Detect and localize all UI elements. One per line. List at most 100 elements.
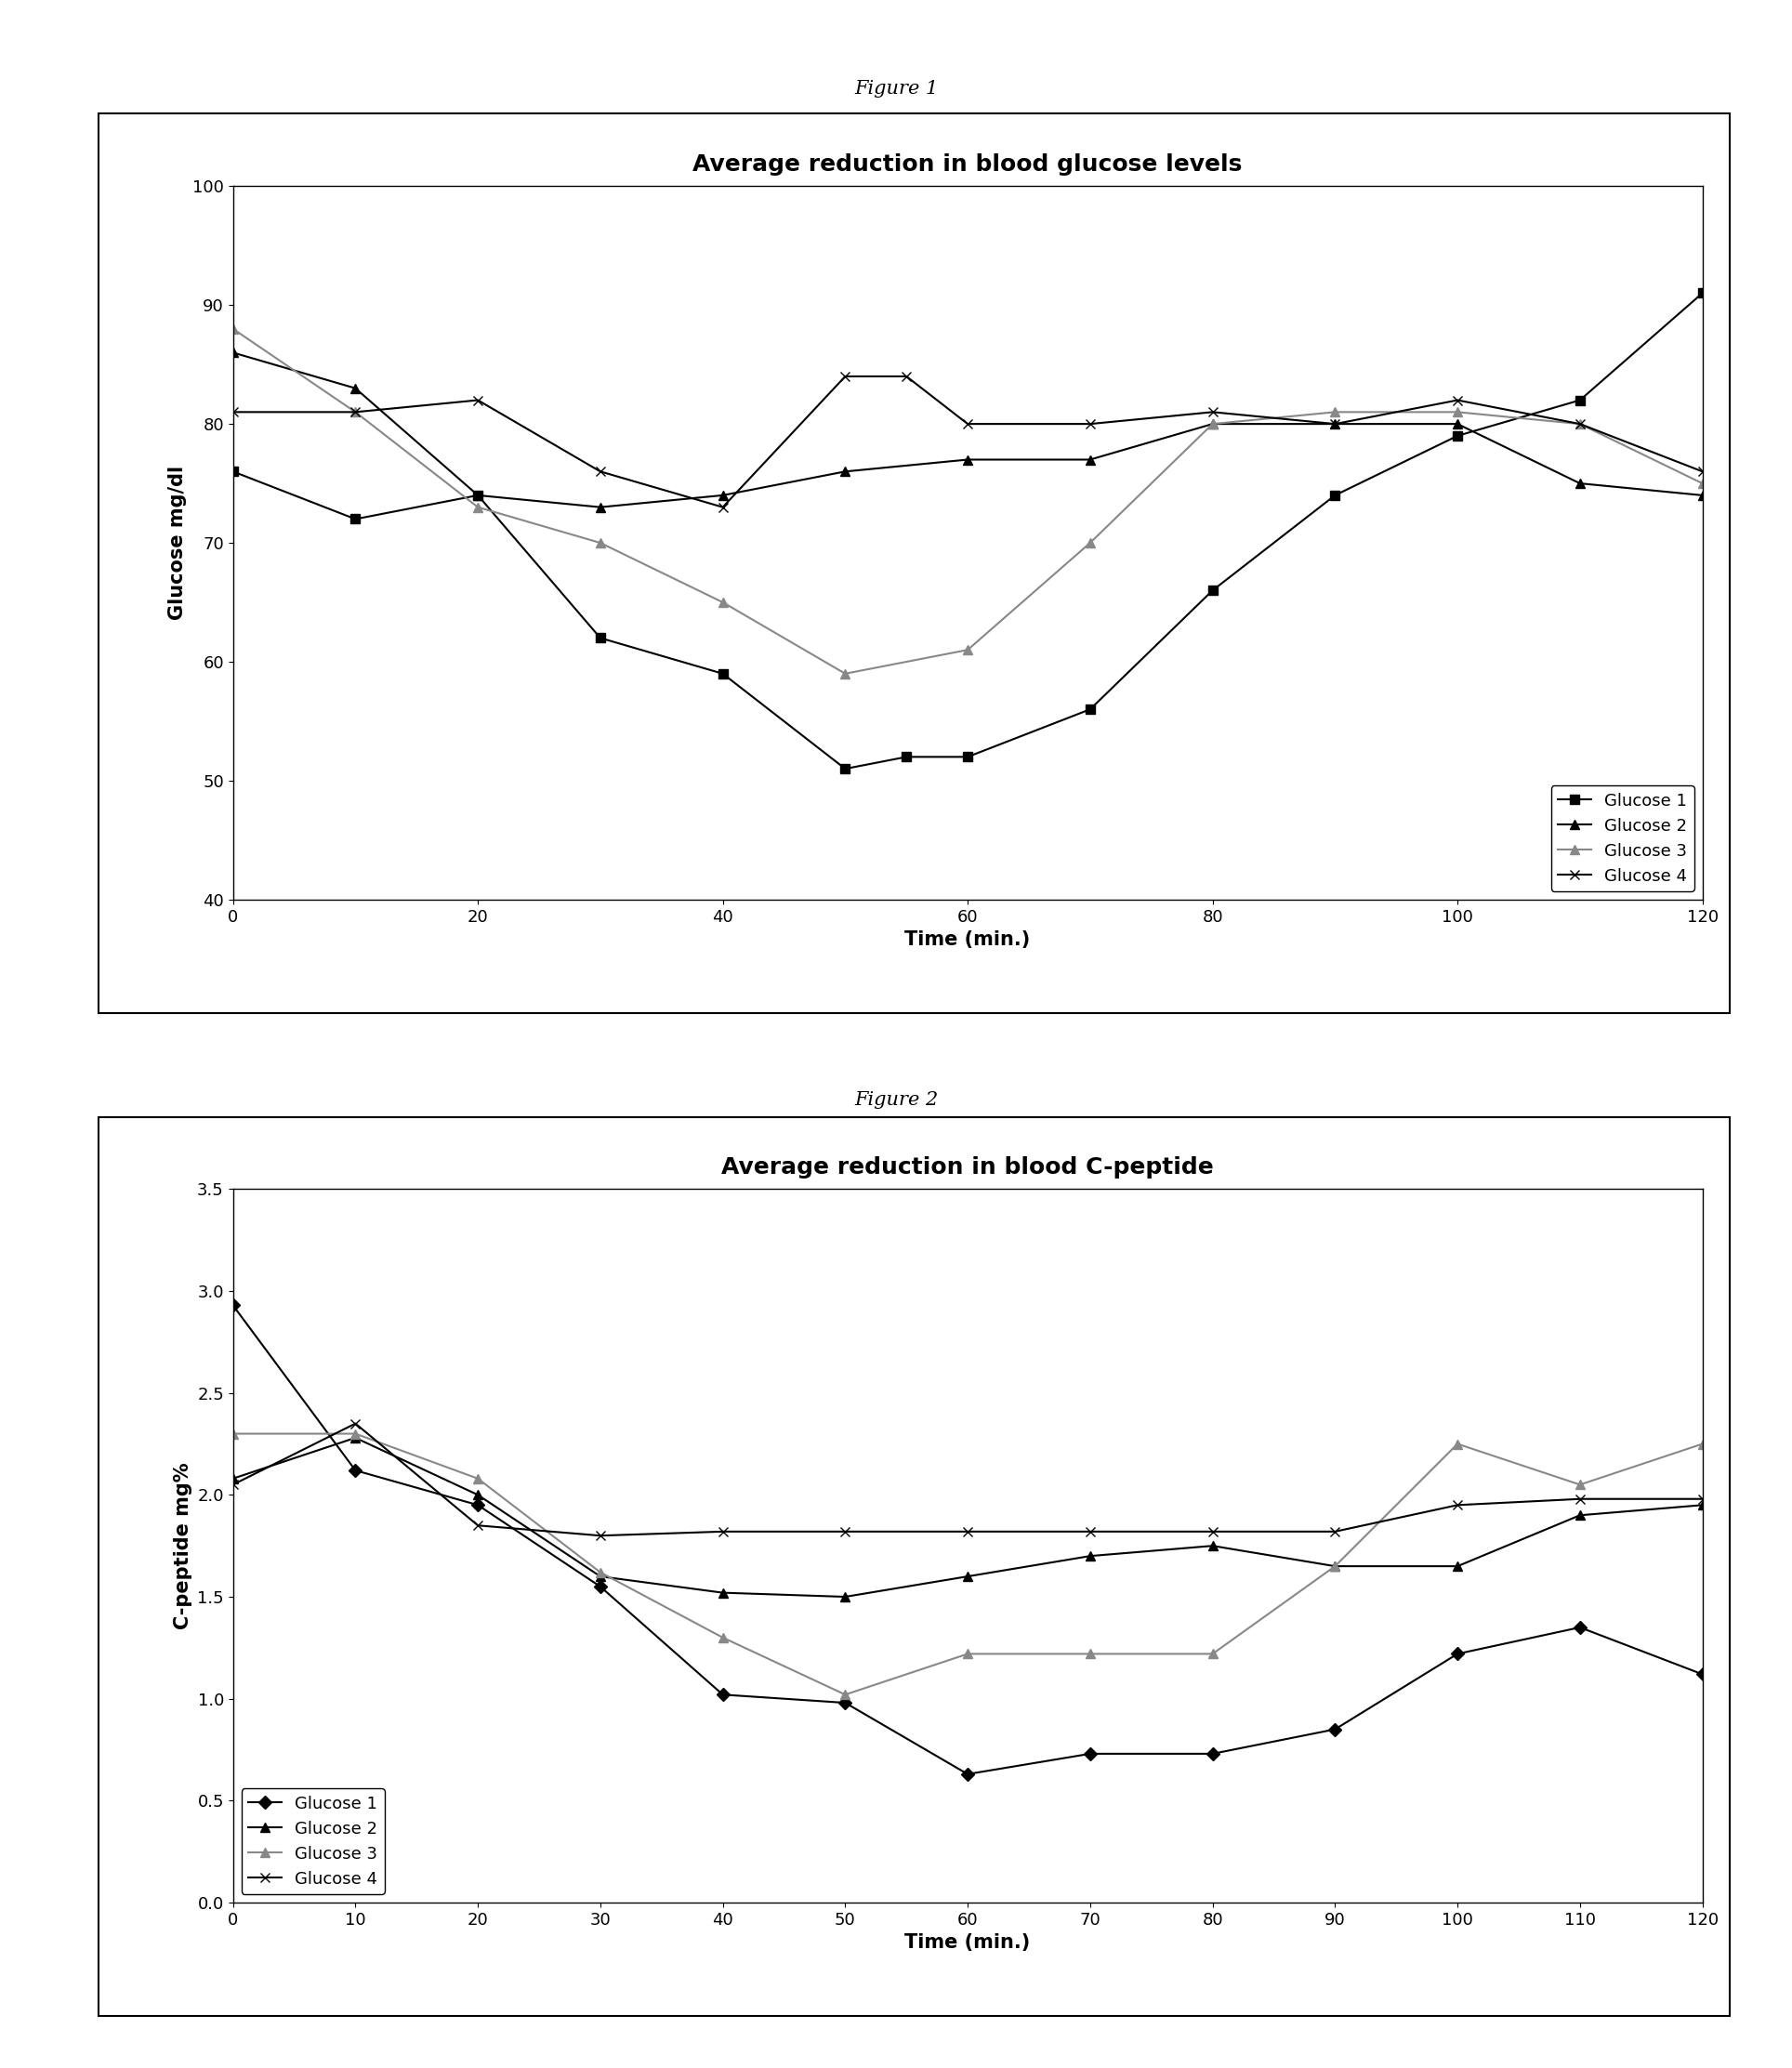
Glucose 3 xyxy=(222,1421,244,1446)
Glucose 2 xyxy=(1079,447,1100,472)
Glucose 3 xyxy=(1692,1431,1713,1456)
Text: Figure 2: Figure 2 xyxy=(855,1092,937,1108)
Glucose 4 xyxy=(344,399,366,424)
Glucose 1 xyxy=(590,627,611,651)
Glucose 3 xyxy=(711,1625,733,1650)
Glucose 4 xyxy=(1570,412,1591,436)
Glucose 1 xyxy=(344,507,366,531)
Glucose 3 xyxy=(468,1466,489,1491)
Glucose 1 xyxy=(590,1574,611,1599)
Glucose 1 xyxy=(344,1458,366,1483)
Glucose 2 xyxy=(957,1563,978,1588)
Line: Glucose 3: Glucose 3 xyxy=(228,325,1708,678)
Glucose 4 xyxy=(1324,1520,1346,1545)
Title: Average reduction in blood glucose levels: Average reduction in blood glucose level… xyxy=(694,153,1242,176)
Glucose 1 xyxy=(1692,1663,1713,1687)
Glucose 2 xyxy=(590,494,611,519)
Line: Glucose 4: Glucose 4 xyxy=(228,372,1708,511)
Glucose 1 xyxy=(1202,579,1224,604)
Y-axis label: C-peptide mg%: C-peptide mg% xyxy=(174,1462,192,1630)
Glucose 2 xyxy=(1692,1493,1713,1518)
Glucose 3 xyxy=(1202,1642,1224,1667)
Glucose 3 xyxy=(344,1421,366,1446)
Glucose 3 xyxy=(1079,531,1100,556)
Glucose 4 xyxy=(896,364,918,389)
Glucose 4 xyxy=(957,412,978,436)
Title: Average reduction in blood C-peptide: Average reduction in blood C-peptide xyxy=(722,1156,1213,1179)
Glucose 3 xyxy=(590,531,611,556)
X-axis label: Time (min.): Time (min.) xyxy=(905,931,1030,949)
Glucose 2 xyxy=(1570,472,1591,496)
Glucose 2 xyxy=(222,341,244,366)
Glucose 1 xyxy=(468,1493,489,1518)
Glucose 2 xyxy=(1446,412,1468,436)
X-axis label: Time (min.): Time (min.) xyxy=(905,1934,1030,1952)
Glucose 4 xyxy=(1202,399,1224,424)
Glucose 1 xyxy=(957,1762,978,1787)
Glucose 1 xyxy=(1446,1642,1468,1667)
Glucose 1 xyxy=(222,459,244,484)
Glucose 2 xyxy=(1324,412,1346,436)
Glucose 2 xyxy=(222,1466,244,1491)
Glucose 4 xyxy=(711,494,733,519)
Glucose 4 xyxy=(590,459,611,484)
Glucose 3 xyxy=(1079,1642,1100,1667)
Glucose 1 xyxy=(896,744,918,769)
Glucose 3 xyxy=(1446,1431,1468,1456)
Glucose 1 xyxy=(1202,1741,1224,1766)
Glucose 4 xyxy=(468,1514,489,1539)
Glucose 2 xyxy=(835,459,857,484)
Glucose 4 xyxy=(222,1472,244,1497)
Glucose 4 xyxy=(835,1520,857,1545)
Glucose 3 xyxy=(957,637,978,662)
Glucose 1 xyxy=(1324,484,1346,509)
Line: Glucose 2: Glucose 2 xyxy=(228,347,1708,511)
Glucose 4 xyxy=(344,1410,366,1435)
Glucose 1 xyxy=(835,1690,857,1714)
Glucose 4 xyxy=(1324,412,1346,436)
Glucose 4 xyxy=(1692,1487,1713,1512)
Glucose 2 xyxy=(1202,412,1224,436)
Glucose 3 xyxy=(468,494,489,519)
Glucose 3 xyxy=(835,662,857,687)
Glucose 4 xyxy=(957,1520,978,1545)
Glucose 1 xyxy=(1324,1716,1346,1741)
Glucose 2 xyxy=(1079,1543,1100,1568)
Text: Figure 1: Figure 1 xyxy=(855,81,937,97)
Glucose 1 xyxy=(222,1292,244,1317)
Line: Glucose 2: Glucose 2 xyxy=(228,1433,1708,1601)
Glucose 2 xyxy=(344,1425,366,1450)
Glucose 3 xyxy=(590,1559,611,1584)
Legend: Glucose 1, Glucose 2, Glucose 3, Glucose 4: Glucose 1, Glucose 2, Glucose 3, Glucose… xyxy=(242,1789,385,1894)
Glucose 1 xyxy=(1570,1615,1591,1640)
Glucose 2 xyxy=(1446,1553,1468,1578)
Glucose 4 xyxy=(1202,1520,1224,1545)
Legend: Glucose 1, Glucose 2, Glucose 3, Glucose 4: Glucose 1, Glucose 2, Glucose 3, Glucose… xyxy=(1550,786,1693,891)
Glucose 3 xyxy=(1692,472,1713,496)
Glucose 2 xyxy=(1570,1503,1591,1528)
Glucose 1 xyxy=(1570,389,1591,414)
Glucose 2 xyxy=(711,1580,733,1605)
Glucose 3 xyxy=(222,316,244,341)
Glucose 2 xyxy=(957,447,978,472)
Glucose 1 xyxy=(957,744,978,769)
Glucose 2 xyxy=(711,484,733,509)
Glucose 4 xyxy=(1079,1520,1100,1545)
Glucose 1 xyxy=(1079,1741,1100,1766)
Glucose 3 xyxy=(835,1681,857,1706)
Y-axis label: Glucose mg/dl: Glucose mg/dl xyxy=(168,465,188,620)
Glucose 4 xyxy=(711,1520,733,1545)
Glucose 2 xyxy=(344,376,366,401)
Glucose 1 xyxy=(1446,424,1468,449)
Glucose 2 xyxy=(1324,1553,1346,1578)
Glucose 3 xyxy=(1324,1553,1346,1578)
Glucose 2 xyxy=(590,1563,611,1588)
Glucose 2 xyxy=(1202,1534,1224,1559)
Line: Glucose 1: Glucose 1 xyxy=(228,1301,1708,1778)
Glucose 4 xyxy=(1570,1487,1591,1512)
Glucose 2 xyxy=(835,1584,857,1609)
Glucose 2 xyxy=(468,1483,489,1508)
Line: Glucose 1: Glucose 1 xyxy=(228,290,1708,773)
Glucose 1 xyxy=(835,757,857,782)
Glucose 1 xyxy=(1079,697,1100,722)
